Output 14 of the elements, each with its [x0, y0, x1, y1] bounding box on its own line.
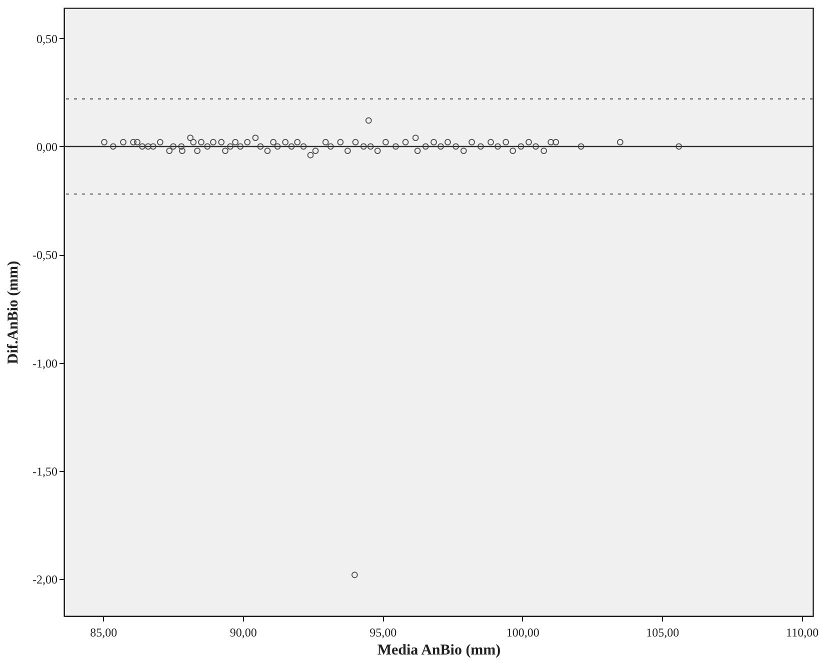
y-tick-label: 0,00: [36, 140, 58, 154]
y-tick-label: -0,50: [32, 248, 58, 262]
y-axis-title: Dif.AnBio (mm): [6, 260, 22, 364]
x-tick-label: 105,00: [646, 626, 680, 640]
y-tick-label: 0,50: [36, 32, 58, 46]
y-tick-label: -1,00: [32, 356, 58, 370]
x-tick-label: 95,00: [370, 626, 397, 640]
x-tick-label: 100,00: [506, 626, 540, 640]
x-tick-label: 90,00: [230, 626, 257, 640]
x-tick-label: 110,00: [786, 626, 819, 640]
x-axis-title: Media AnBio (mm): [377, 642, 501, 658]
y-tick-label: -2,00: [32, 572, 58, 587]
y-tick-label: -1,50: [32, 464, 58, 479]
x-tick-label: 85,00: [90, 626, 118, 640]
